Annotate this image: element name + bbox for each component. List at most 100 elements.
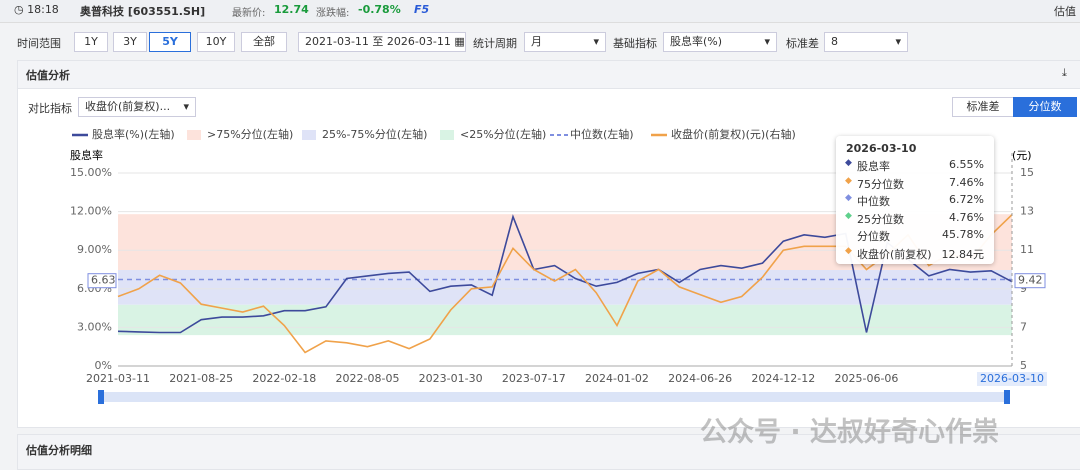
tooltip: 2026-03-10 ◆ 股息率 6.55% ◆ 75分位数 7.46% ◆ 中位数 6.72%… <box>836 136 994 264</box>
date-range[interactable]: 2021-03-11 至 2026-03-11 ▦ <box>298 32 466 52</box>
x-tick-label: 2026-03-10 <box>980 372 1044 385</box>
tooltip-dot: ◆ <box>845 228 852 238</box>
time: 18:18 <box>27 3 59 16</box>
detail-panel <box>17 434 1080 470</box>
tooltip-value: 6.55% <box>949 158 984 171</box>
clock: ◷ 18:18 <box>14 3 59 16</box>
refresh[interactable]: F5 <box>414 3 430 16</box>
price-label: 最新价: <box>232 8 266 19</box>
header: ◷ 18:18 奥普科技 [603551.SH] 最新价: 12.74 涨跌幅:… <box>0 0 1080 23</box>
tooltip-value: 12.84元 <box>941 247 985 261</box>
tooltip-value: 7.46% <box>949 175 984 189</box>
y2-tick-label: 15 <box>1020 166 1034 179</box>
tooltip-value: 6.72% <box>949 193 984 206</box>
x-highlight <box>977 372 1047 386</box>
x-tick-label: 2025-06-06 <box>834 372 898 385</box>
x-tick-label: 2024-12-12 <box>751 372 815 385</box>
panel-title: 估值分析 <box>26 69 70 82</box>
range-button[interactable]: 3Y <box>113 32 147 52</box>
std-label: 标准差 <box>786 37 819 50</box>
y-tick-label: 12.00% <box>70 205 112 218</box>
x-tick-label: 2022-08-05 <box>336 372 400 385</box>
scroll-handle[interactable] <box>98 390 104 404</box>
compare-label: 对比指标 <box>28 102 72 115</box>
tooltip-label: 中位数 <box>857 195 890 208</box>
tooltip-value: 4.76% <box>949 210 984 224</box>
legend-label: >75%分位(左轴) <box>207 127 293 141</box>
series-line <box>117 214 1013 354</box>
export-icon[interactable]: ⤓ <box>1062 66 1067 79</box>
period: 月 <box>531 35 542 48</box>
x-tick-label: 2023-07-17 <box>502 372 566 385</box>
x-tick-label: 2024-06-26 <box>668 372 732 385</box>
tooltip-title: 2026-03-10 <box>846 142 917 155</box>
y2-tick-label: 5 <box>1020 359 1027 372</box>
x-tick-label: 2023-01-30 <box>419 372 483 385</box>
crosshair-y2: 9.42 <box>1018 274 1043 287</box>
tooltip-label: 收盘价(前复权) <box>857 247 932 261</box>
change-label: 涨跌幅: <box>316 8 350 19</box>
base-label: 基础指标 <box>613 37 657 50</box>
crosshair-box <box>1014 273 1046 289</box>
period-select[interactable]: 月 ▾ <box>524 32 606 52</box>
y2-title: (元) <box>1012 149 1032 162</box>
y-tick-label: 0% <box>95 359 112 372</box>
legend-label: 25%-75%分位(左轴) <box>322 127 427 141</box>
range-button[interactable]: 1Y <box>74 32 108 52</box>
std: 8 <box>831 35 838 48</box>
period-label: 统计周期 <box>473 37 517 50</box>
range-button[interactable]: 5Y <box>149 32 191 52</box>
compare-select[interactable]: 收盘价(前复权)... ▾ <box>78 97 196 117</box>
range-label: 时间范围 <box>17 37 61 50</box>
y-tick-label: 3.00% <box>77 320 112 333</box>
header-right: 估值 <box>1054 5 1076 18</box>
stock: 奥普科技 [603551.SH] <box>80 5 206 18</box>
tooltip-dot: ◆ <box>845 193 852 203</box>
x-tick-label: 2024-01-02 <box>585 372 649 385</box>
y2-tick-label: 7 <box>1020 320 1027 333</box>
legend-label: 股息率(%)(左轴) <box>92 127 175 141</box>
tooltip-dot: ◆ <box>845 210 852 221</box>
y2-tick-label: 11 <box>1020 243 1034 256</box>
tooltip-label: 75分位数 <box>857 177 904 191</box>
tooltip-label: 分位数 <box>857 230 890 243</box>
watermark: 公众号 · 达叔好奇心作祟 <box>700 417 1000 448</box>
y-tick-label: 15.00% <box>70 166 112 179</box>
base-select[interactable]: 股息率(%) ▾ <box>663 32 777 52</box>
crosshair-y: 6.63 <box>91 274 116 287</box>
legend-swatch <box>440 130 454 140</box>
tooltip-dot: ◆ <box>845 175 852 186</box>
y2-tick-label: 9 <box>1020 282 1027 295</box>
tooltip-dot: ◆ <box>845 158 852 168</box>
detail-title: 估值分析明细 <box>26 444 92 457</box>
legend-swatch <box>302 130 316 140</box>
x-tick-label: 2021-08-25 <box>169 372 233 385</box>
date-text: 2021-03-11 至 2026-03-11 <box>305 35 451 48</box>
x-tick-label: 2022-02-18 <box>252 372 316 385</box>
panel-header <box>18 61 1080 89</box>
legend-label: 中位数(左轴) <box>570 127 634 141</box>
tooltip-dot: ◆ <box>845 245 852 256</box>
base: 股息率(%) <box>670 35 723 48</box>
legend-label: <25%分位(左轴) <box>460 127 546 141</box>
y-title: 股息率 <box>70 148 103 162</box>
change: -0.78% <box>358 3 401 16</box>
legend-label: 收盘价(前复权)(元)(右轴) <box>671 127 796 141</box>
tooltip-label: 股息率 <box>857 160 890 173</box>
scroll-track[interactable] <box>98 392 1010 402</box>
toggle-pct[interactable]: 分位数 <box>1013 97 1077 117</box>
std-select[interactable]: 8 ▾ <box>824 32 908 52</box>
scroll-handle[interactable] <box>1004 390 1010 404</box>
y2-tick-label: 13 <box>1020 205 1034 218</box>
tooltip-value: 45.78% <box>942 228 984 241</box>
range-button[interactable]: 全部 <box>241 32 287 52</box>
x-tick-label: 2021-03-11 <box>86 372 150 385</box>
y-tick-label: 9.00% <box>77 243 112 256</box>
toggle-std[interactable]: 标准差 <box>952 97 1014 117</box>
crosshair-box <box>87 273 117 289</box>
price: 12.74 <box>274 3 309 16</box>
compare: 收盘价(前复权)... <box>85 100 171 113</box>
range-button[interactable]: 10Y <box>197 32 235 52</box>
tooltip-label: 25分位数 <box>857 212 904 226</box>
